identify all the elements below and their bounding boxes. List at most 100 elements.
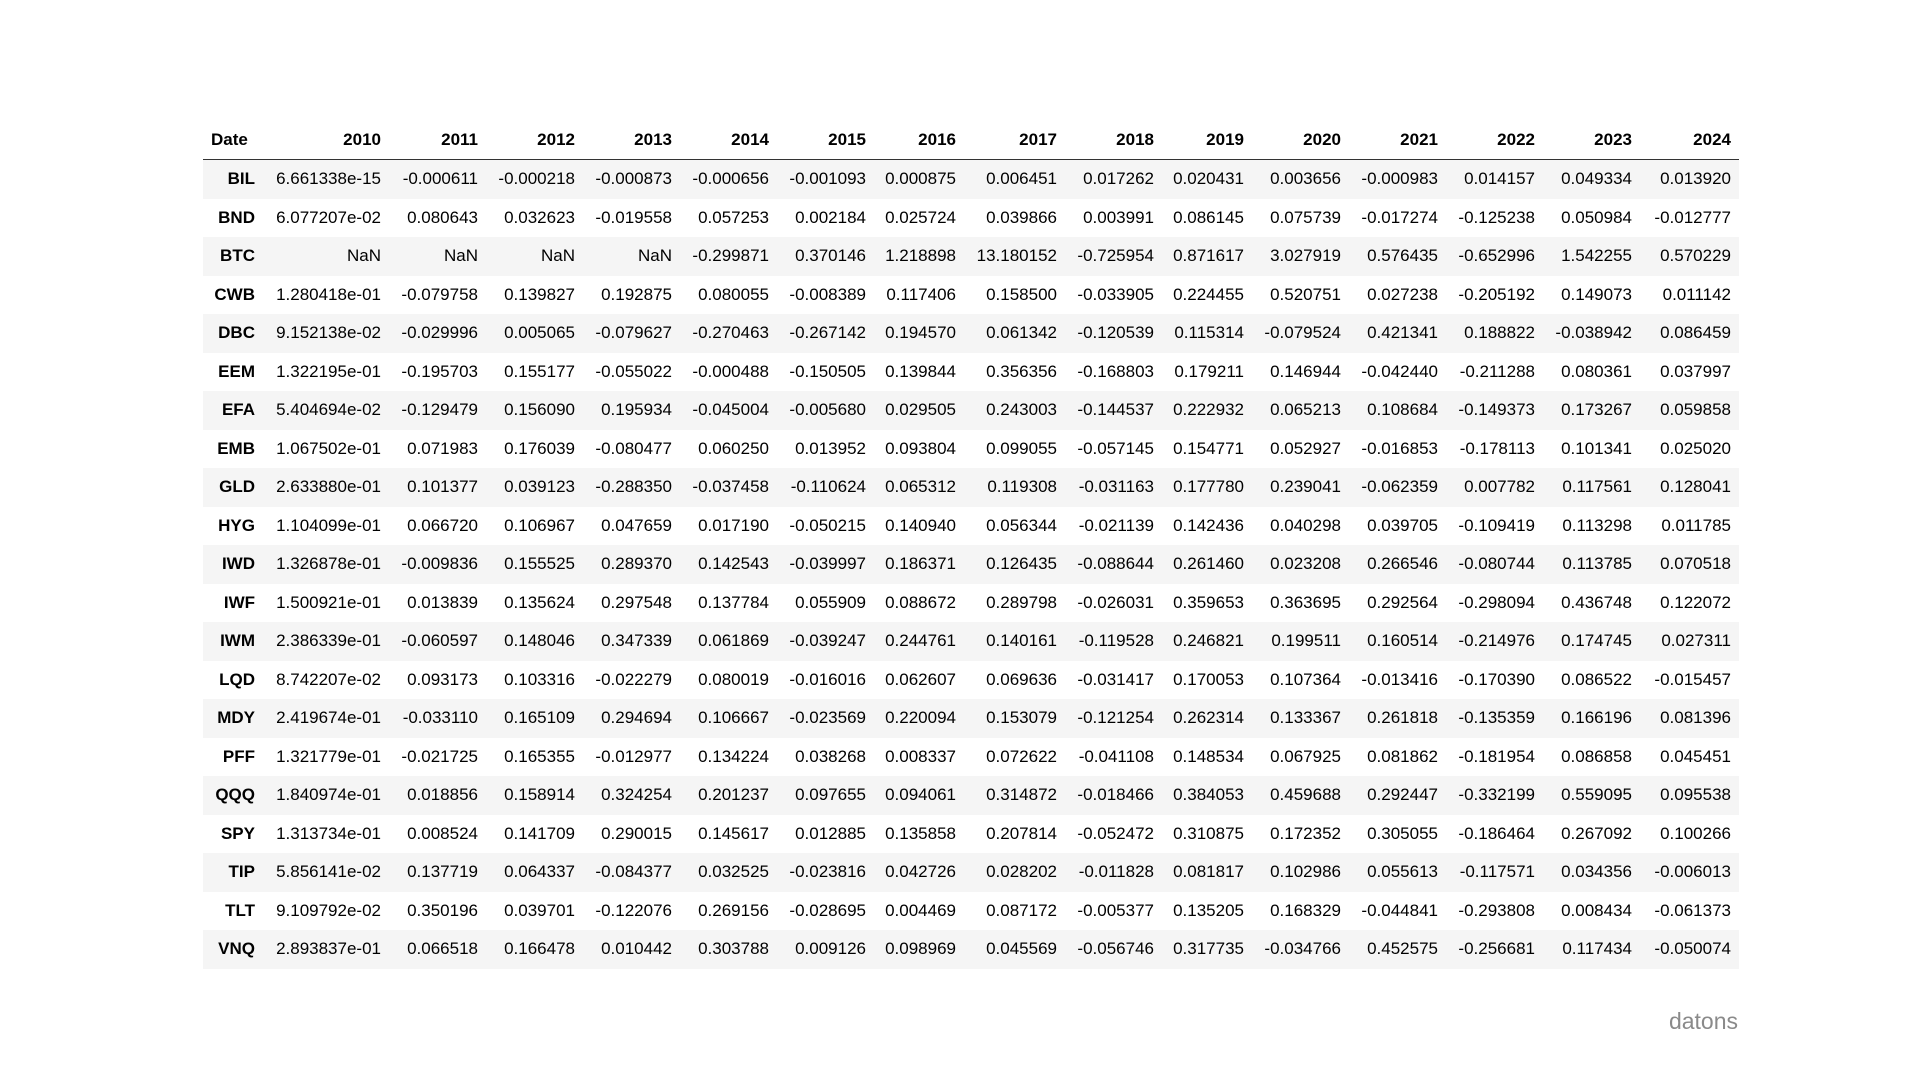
table-cell: 0.188822 (1464, 323, 1535, 343)
table-cell: 0.069636 (986, 669, 1057, 689)
table-body: BIL 6.661338e-15 -0.000611 -0.000218 -0.0008… (203, 159, 1739, 969)
table-cell: 0.071983 (407, 438, 478, 458)
table-row: QQQ 1.840974e-01 0.018856 0.158914 0.324254 0… (203, 776, 1739, 815)
table-cell: 0.165109 (504, 708, 575, 728)
table-cell: 0.106967 (504, 515, 575, 535)
table-cell: 0.081396 (1660, 708, 1731, 728)
table-cell: 0.165355 (504, 746, 575, 766)
table-cell: 0.097655 (795, 785, 866, 805)
table-cell: 0.007782 (1464, 477, 1535, 497)
table-cell: 0.098969 (885, 939, 956, 959)
table-cell: -0.031163 (1078, 477, 1154, 497)
table-cell: 0.269156 (698, 900, 769, 920)
table-cell: 0.314872 (986, 785, 1057, 805)
table-cell: -0.000611 (402, 169, 478, 189)
table-cell: 0.192875 (601, 284, 672, 304)
table-cell: 0.246821 (1173, 631, 1244, 651)
table-cell: -0.013416 (1361, 669, 1438, 689)
table-cell: -0.170390 (1458, 669, 1535, 689)
table-cell: 0.520751 (1270, 284, 1341, 304)
table-cell: 0.080055 (698, 284, 769, 304)
table-cell: -0.725954 (1077, 246, 1154, 266)
table-cell: -0.079627 (595, 323, 672, 343)
row-label: MDY (217, 708, 255, 728)
table-cell: 0.292447 (1367, 785, 1438, 805)
row-label: QQQ (215, 785, 255, 805)
table-cell: -0.016853 (1361, 438, 1438, 458)
table-cell: 9.152138e-02 (276, 323, 381, 343)
table-cell: 0.020431 (1173, 169, 1244, 189)
table-cell: 0.149073 (1561, 284, 1632, 304)
table-cell: 2.633880e-01 (276, 477, 381, 497)
table-cell: 0.025020 (1660, 438, 1731, 458)
table-cell: -0.000983 (1361, 169, 1438, 189)
table-cell: 0.172352 (1270, 823, 1341, 843)
row-label: EFA (221, 400, 255, 420)
table-cell: 8.742207e-02 (276, 669, 381, 689)
table-cell: 0.133367 (1270, 708, 1341, 728)
table-cell: 0.029505 (885, 400, 956, 420)
table-cell: 0.095538 (1660, 785, 1731, 805)
table-cell: NaN (346, 246, 381, 266)
table-cell: 2.893837e-01 (276, 939, 381, 959)
table-cell: 0.363695 (1270, 592, 1341, 612)
table-cell: -0.080744 (1458, 554, 1535, 574)
table-cell: 0.008337 (885, 746, 956, 766)
table-cell: -0.270463 (692, 323, 769, 343)
table-cell: 0.436748 (1561, 592, 1632, 612)
table-cell: -0.652996 (1458, 246, 1535, 266)
row-label: DBC (218, 323, 255, 343)
table-cell: -0.041108 (1078, 746, 1154, 766)
row-label: IWM (220, 631, 255, 651)
table-cell: 0.359653 (1173, 592, 1244, 612)
table-cell: -0.205192 (1458, 284, 1535, 304)
table-cell: 0.113785 (1562, 554, 1632, 574)
row-label: LQD (219, 669, 255, 689)
table-cell: 0.062607 (885, 669, 956, 689)
column-header: 2020 (1252, 120, 1349, 160)
table-cell: -0.055022 (595, 361, 672, 381)
table-cell: 0.113298 (1562, 515, 1632, 535)
table-cell: 0.099055 (986, 438, 1057, 458)
table-cell: 0.135624 (504, 592, 575, 612)
table-cell: 0.570229 (1660, 246, 1731, 266)
table-cell: 0.199511 (1271, 631, 1341, 651)
table-cell: 0.244761 (885, 631, 956, 651)
table-cell: 0.156090 (504, 400, 575, 420)
table-cell: -0.034766 (1264, 939, 1341, 959)
table-cell: 0.080361 (1561, 361, 1632, 381)
index-header: Date (203, 120, 263, 160)
table-cell: 0.055909 (795, 592, 866, 612)
table-cell: -0.021725 (401, 746, 478, 766)
table-cell: -0.037458 (692, 477, 769, 497)
table-cell: 0.038268 (795, 746, 866, 766)
table-cell: -0.000488 (692, 361, 769, 381)
table-cell: 0.142543 (698, 554, 769, 574)
table-cell: 3.027919 (1270, 246, 1341, 266)
table-row: BTC NaN NaN NaN NaN -0.299871 0.370146 1.218898… (203, 237, 1739, 276)
table-cell: 0.305055 (1367, 823, 1438, 843)
table-cell: -0.000656 (692, 169, 769, 189)
table-cell: -0.332199 (1458, 785, 1535, 805)
column-header: 2011 (389, 120, 486, 160)
table-cell: 0.018856 (407, 785, 478, 805)
table-cell: -0.061373 (1654, 900, 1731, 920)
table-cell: 0.060250 (698, 438, 769, 458)
table-row: EEM 1.322195e-01 -0.195703 0.155177 -0.05502… (203, 352, 1739, 391)
table-cell: 0.081817 (1173, 862, 1244, 882)
table-cell: 0.224455 (1173, 284, 1244, 304)
table-cell: 0.137719 (407, 862, 478, 882)
table-cell: 0.148046 (504, 631, 575, 651)
table-row: GLD 2.633880e-01 0.101377 0.039123 -0.288350… (203, 468, 1739, 507)
row-label: TLT (225, 900, 255, 920)
table-cell: 0.065213 (1270, 400, 1341, 420)
table-cell: 0.023208 (1270, 554, 1341, 574)
table-cell: 0.179211 (1174, 361, 1244, 381)
table-cell: 0.064337 (504, 862, 575, 882)
table-cell: 0.017190 (698, 515, 769, 535)
table-cell: 0.166478 (504, 939, 575, 959)
table-cell: 0.317735 (1173, 939, 1244, 959)
table-cell: NaN (540, 246, 575, 266)
table-cell: 0.080019 (698, 669, 769, 689)
table-cell: 0.267092 (1561, 823, 1632, 843)
